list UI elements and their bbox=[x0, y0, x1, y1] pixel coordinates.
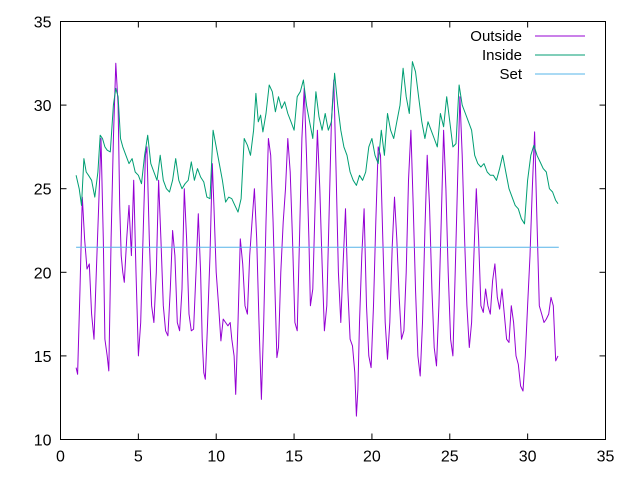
plot-area-frame bbox=[60, 21, 606, 440]
x-tick-label: 5 bbox=[134, 449, 143, 466]
series-line-inside bbox=[75, 61, 559, 225]
x-tick-label: 15 bbox=[285, 449, 303, 466]
y-tick-label: 25 bbox=[34, 182, 52, 199]
axis-ticks: 0 5 10 15 20 25 30 35 10 15 20 25 30 35 bbox=[34, 15, 615, 466]
legend-label-set: Set bbox=[499, 66, 522, 83]
legend: Outside Inside Set bbox=[470, 28, 585, 83]
y-tick-label: 15 bbox=[34, 349, 52, 366]
y-tick-label: 30 bbox=[34, 98, 52, 115]
y-tick-label: 35 bbox=[34, 15, 52, 32]
series-line-outside bbox=[75, 62, 559, 417]
x-tick-label: 10 bbox=[207, 449, 225, 466]
x-tick-label: 25 bbox=[441, 449, 459, 466]
legend-label-outside: Outside bbox=[470, 28, 522, 45]
y-tick-label: 20 bbox=[34, 265, 52, 282]
legend-label-inside: Inside bbox=[482, 47, 522, 64]
x-tick-label: 20 bbox=[363, 449, 381, 466]
series-group bbox=[75, 61, 559, 417]
y-tick-label: 10 bbox=[34, 433, 52, 450]
x-tick-label: 0 bbox=[56, 449, 65, 466]
x-tick-label: 35 bbox=[597, 449, 615, 466]
x-tick-label: 30 bbox=[519, 449, 537, 466]
